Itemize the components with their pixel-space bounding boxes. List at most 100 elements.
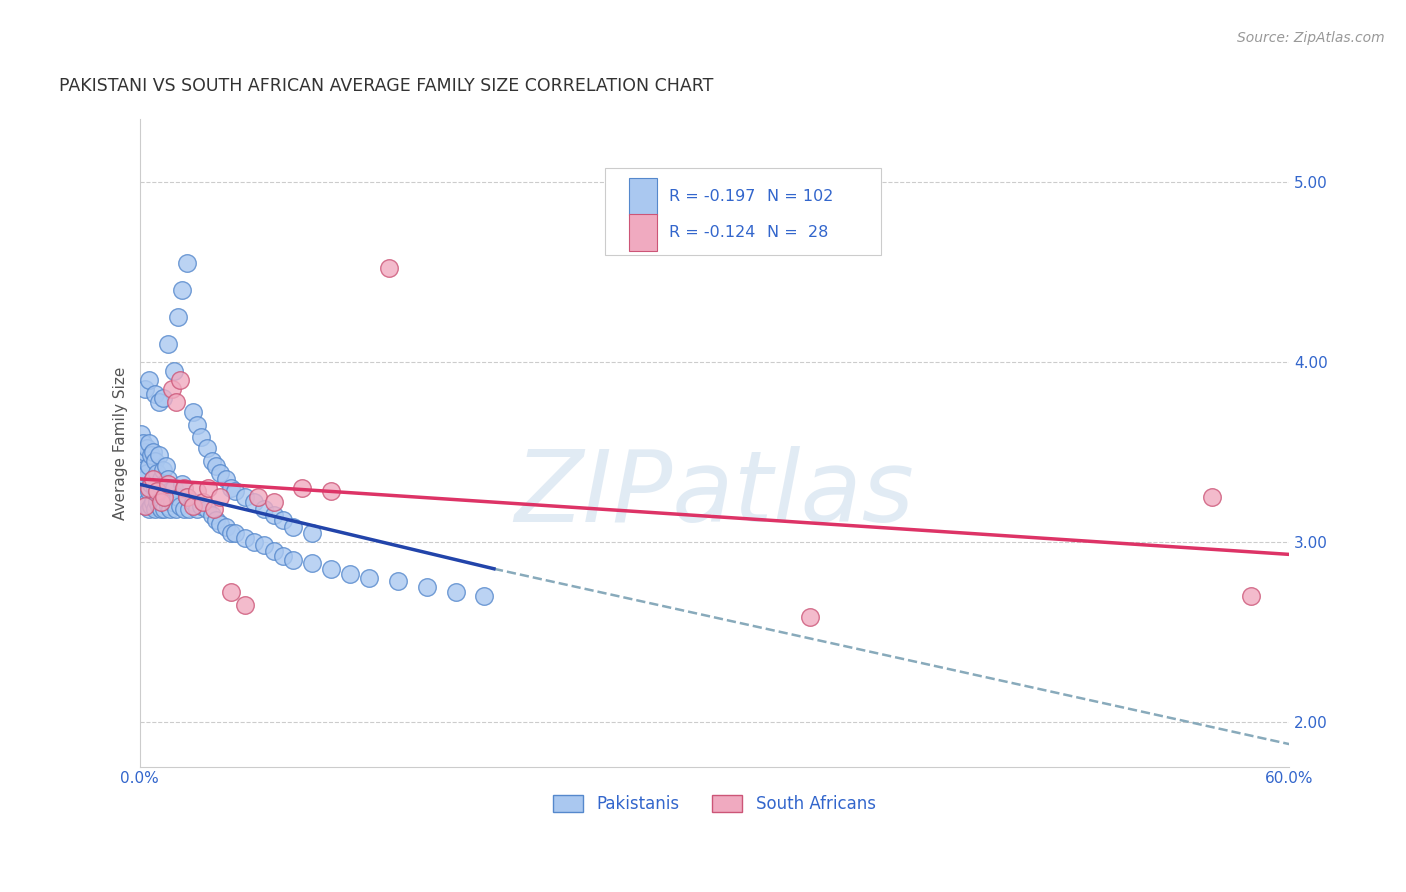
Point [152,463,174,477]
Point [208,516,231,531]
Point [134,382,156,396]
Point [243,495,266,509]
Point [142,445,165,459]
Point [138,373,160,387]
Point [201,508,224,522]
Point [271,549,294,564]
Text: R = -0.197: R = -0.197 [669,189,756,204]
Point [146,495,169,509]
Point [233,531,256,545]
Point [153,490,176,504]
Point [181,495,204,509]
Point [271,513,294,527]
Point [139,499,162,513]
Point [176,256,198,270]
Point [319,484,342,499]
Point [359,571,381,585]
Point [191,495,214,509]
Point [186,484,208,499]
Point [281,520,304,534]
Point [138,459,160,474]
Point [142,472,165,486]
Point [148,449,170,463]
Point [142,495,165,509]
Point [176,490,198,504]
Point [799,610,821,624]
Point [208,490,231,504]
Point [157,477,180,491]
Point [131,454,153,468]
Point [474,589,496,603]
Point [165,394,187,409]
Point [143,454,166,468]
Y-axis label: Average Family Size: Average Family Size [114,367,128,519]
Point [153,477,176,491]
Point [224,484,246,499]
Point [157,337,180,351]
Point [190,499,212,513]
Point [138,481,160,495]
Point [169,373,191,387]
Legend: Pakistanis, South Africans: Pakistanis, South Africans [546,789,883,820]
Point [157,472,180,486]
Point [205,459,228,474]
Point [387,574,409,589]
Point [139,477,162,491]
Point [160,495,183,509]
Point [136,495,159,509]
Point [253,502,276,516]
Point [146,467,169,481]
Point [143,502,166,516]
Point [319,562,342,576]
Point [201,454,224,468]
Point [224,525,246,540]
Point [173,502,195,516]
Text: PAKISTANI VS SOUTH AFRICAN AVERAGE FAMILY SIZE CORRELATION CHART: PAKISTANI VS SOUTH AFRICAN AVERAGE FAMIL… [59,78,713,95]
Point [263,495,285,509]
Point [1201,490,1223,504]
Point [416,580,439,594]
Point [444,585,467,599]
Point [163,481,186,495]
Text: Source: ZipAtlas.com: Source: ZipAtlas.com [1237,31,1385,45]
Point [301,557,323,571]
Point [339,567,361,582]
Point [143,481,166,495]
Point [153,502,176,516]
Text: ZIPatlas: ZIPatlas [515,446,914,543]
Point [131,426,153,441]
Point [181,499,204,513]
Text: N =  28: N = 28 [768,225,828,240]
Point [166,490,188,504]
Point [233,598,256,612]
Point [263,543,285,558]
Point [195,442,218,456]
Point [170,477,193,491]
Point [170,283,193,297]
Point [202,502,225,516]
Point [263,508,285,522]
Point [173,481,195,495]
Point [163,364,186,378]
Point [169,499,191,513]
Point [165,502,187,516]
Point [136,442,159,456]
Point [221,525,243,540]
Point [149,502,172,516]
Point [155,490,177,504]
Point [243,534,266,549]
Point [281,553,304,567]
Point [138,502,160,516]
Point [152,495,174,509]
Point [148,394,170,409]
Point [134,472,156,486]
FancyBboxPatch shape [630,214,657,251]
Point [160,382,183,396]
Point [186,502,208,516]
Point [377,261,399,276]
Point [215,472,238,486]
Point [221,585,243,599]
Text: R = -0.124: R = -0.124 [669,225,756,240]
Point [148,477,170,491]
Point [208,467,231,481]
